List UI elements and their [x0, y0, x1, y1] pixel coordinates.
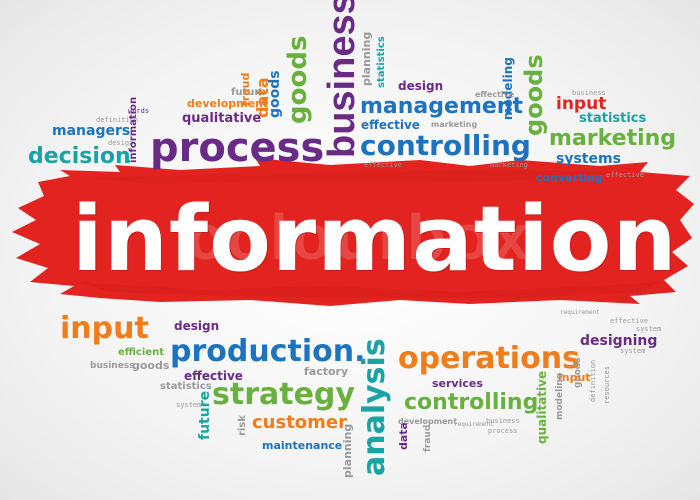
word-resources: resources: [603, 366, 611, 404]
word-qualitative-bottom: qualitative: [535, 370, 549, 444]
word-design-top: design: [398, 79, 444, 93]
word-planning-bottom: planning: [341, 423, 354, 478]
word-future-bottom: future: [197, 390, 213, 440]
word-managers: managers: [52, 123, 131, 139]
word-customer: customer: [252, 412, 348, 433]
word-converting: converting: [536, 171, 603, 184]
word-services: services: [432, 377, 483, 390]
word-effective-bottom-right: effective: [610, 317, 648, 325]
word-statistics-bottom: statistics: [160, 381, 212, 392]
word-development-bottom: development: [398, 417, 458, 426]
word-production: production.: [170, 334, 366, 369]
word-controlling-top: controlling: [360, 129, 531, 162]
word-qualitative-top: qualitative: [182, 111, 262, 126]
word-controlling-bottom: controlling: [404, 390, 539, 415]
word-business-small: business: [572, 89, 606, 97]
word-planning: planning: [360, 31, 373, 86]
word-fraud-bottom: fraud: [423, 424, 433, 452]
word-data-bottom: data: [397, 422, 410, 450]
word-operations: operations: [398, 341, 580, 376]
word-input-small-bottom: input: [558, 371, 591, 384]
word-statistics: statistics: [376, 36, 387, 88]
word-business-bottom: business: [90, 361, 135, 371]
banner-top-streak: [90, 170, 630, 184]
word-management: management: [360, 94, 523, 119]
word-effective-right: effective: [606, 171, 644, 179]
word-development-top: development: [187, 97, 269, 110]
word-designing: designing: [580, 333, 658, 349]
word-input-top: input: [556, 94, 607, 114]
word-efficient: efficient: [118, 347, 164, 358]
title-word: information: [72, 187, 678, 292]
word-systems: systems: [556, 151, 621, 167]
word-effective-blue: effective: [361, 118, 420, 132]
word-marketing-small: marketing: [431, 120, 478, 129]
word-strategy: strategy: [212, 377, 355, 412]
word-statistics-right: statistics: [579, 111, 647, 126]
word-marketing-mid: marketing: [490, 161, 528, 169]
word-goods-top-blue: goods: [267, 70, 283, 118]
word-future-top: future: [231, 87, 267, 98]
word-marketing-green: marketing: [549, 126, 677, 151]
word-effective-top: effective: [475, 90, 515, 99]
word-design-small: design: [108, 139, 134, 147]
word-business: business: [321, 0, 363, 158]
word-words: words: [128, 107, 150, 115]
word-effective-mid: effective: [364, 161, 402, 169]
word-system-bottom: system: [620, 347, 646, 355]
word-effective-purple: effective: [184, 369, 243, 383]
word-goods-top: goods: [283, 35, 313, 124]
word-definition-bottom: definition: [589, 359, 597, 402]
word-process-bottom: process: [488, 427, 518, 435]
word-process: process: [150, 125, 325, 171]
word-analysis: analysis: [357, 338, 392, 476]
banner-brush-streak: [80, 282, 660, 298]
word-factory: factory: [304, 365, 349, 378]
word-design-bottom: design: [174, 319, 220, 333]
word-decision: decision: [28, 144, 131, 169]
word-system-bottom-left: system: [176, 401, 202, 409]
word-system-right: system: [636, 325, 662, 333]
word-input-bottom: input: [60, 311, 149, 346]
word-goods-right: goods: [520, 54, 548, 136]
word-requirement-right: requirement: [560, 309, 600, 316]
word-goods-bottom: goods: [132, 359, 170, 372]
word-maintenance: maintenance: [262, 439, 343, 452]
word-modeling-bottom: modeling: [555, 372, 565, 420]
word-risk: risk: [237, 415, 248, 436]
word-definition-top: definition: [96, 116, 139, 124]
word-business-bottom-right: business: [486, 417, 520, 425]
word-requirement-bottom: requirement: [454, 421, 494, 428]
banner-shape: [12, 158, 694, 306]
